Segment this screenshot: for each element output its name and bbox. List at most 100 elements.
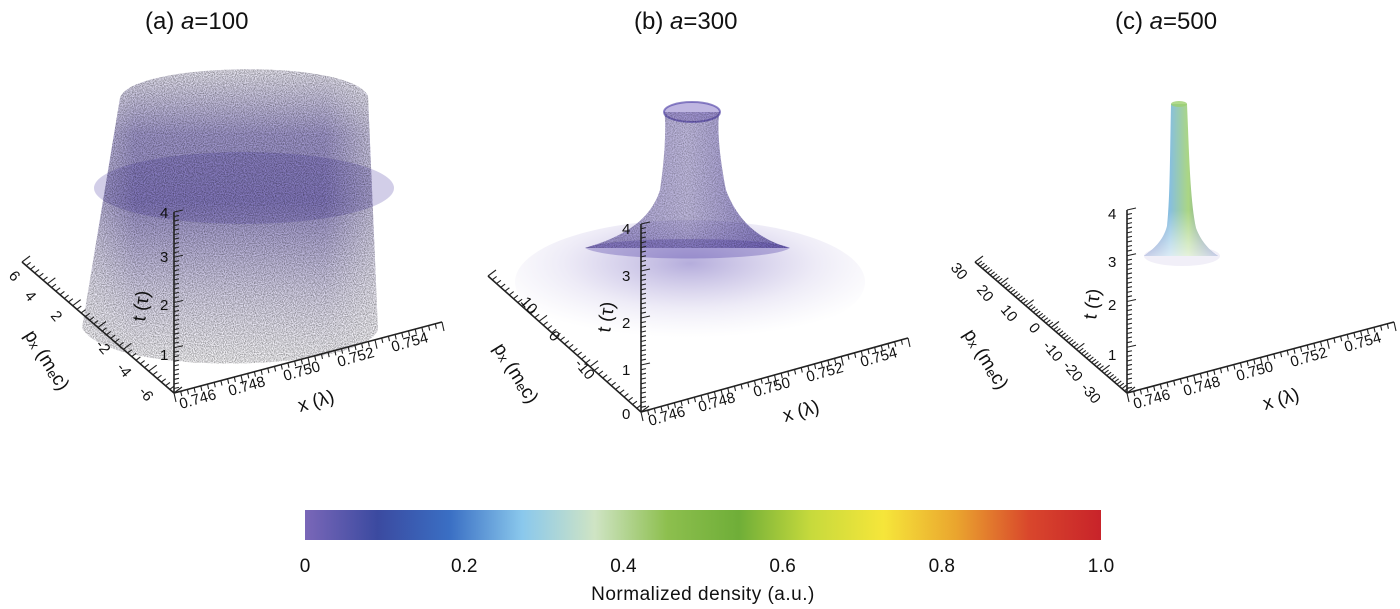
axis-tick <box>640 386 647 390</box>
axis-tick <box>640 349 647 352</box>
colorbar-gradient <box>305 510 1101 540</box>
axis-tick <box>1015 293 1021 298</box>
axis-tick <box>173 223 180 227</box>
axis-tick <box>640 339 647 343</box>
axis-tick <box>491 276 497 281</box>
axis-tick <box>347 346 350 352</box>
axis-tick <box>632 400 638 405</box>
axis-tick <box>1010 288 1016 294</box>
axis-tick <box>1076 342 1085 350</box>
p-axis-label-c: pₓ (mₑc) <box>959 326 1012 394</box>
axis-tick <box>880 345 883 351</box>
axis-tick <box>173 278 180 281</box>
axis-tick <box>1326 339 1330 349</box>
axis-tick <box>627 396 633 402</box>
axis-tick <box>441 321 445 332</box>
p-axis-label-a: pₓ (mₑc) <box>20 327 73 395</box>
axis-tick <box>101 327 107 332</box>
axis-tick <box>984 266 990 272</box>
axis-tick <box>334 350 337 356</box>
axis-tick <box>1126 276 1133 280</box>
axis-tick <box>555 332 561 337</box>
axis-tick <box>598 370 604 375</box>
axis-tick <box>1126 240 1133 243</box>
axis-tick <box>640 302 647 305</box>
axis-tick <box>800 367 803 373</box>
axis-tick <box>1007 286 1013 291</box>
axis-tick <box>193 387 196 393</box>
axis-tick <box>636 404 642 409</box>
axis-tick <box>1239 362 1243 368</box>
axis-tick <box>513 294 519 300</box>
axis-tick <box>610 381 616 386</box>
axis-tick <box>1126 309 1133 312</box>
axis-tick <box>1050 321 1060 328</box>
axis-tick <box>1340 336 1343 342</box>
axis-tick <box>173 377 180 380</box>
axis-tick <box>186 389 190 395</box>
axis-tick <box>640 325 647 328</box>
axis-tick <box>500 283 506 288</box>
axis-tick <box>85 312 91 318</box>
axis-tick <box>640 264 647 267</box>
axis-tick <box>1124 387 1130 392</box>
axis-tick <box>1226 366 1229 372</box>
axis-tick <box>1091 358 1097 363</box>
t-tick-labels-a: 1 2 3 4 <box>160 205 168 364</box>
t-tick-0-b: 0 <box>622 406 630 423</box>
axis-tick <box>640 344 647 347</box>
axis-tick <box>1101 364 1110 372</box>
t-tick-3-b: 3 <box>622 268 630 285</box>
axis-tick <box>21 255 31 263</box>
axis-tick <box>1259 357 1264 367</box>
density-cloud-c <box>1144 101 1220 266</box>
axis-tick <box>1333 337 1336 344</box>
axis-tick <box>585 359 591 364</box>
axis-tick <box>1353 332 1356 338</box>
axis-tick <box>180 391 183 397</box>
axis-tick <box>1126 207 1137 211</box>
axis-tick <box>240 375 244 385</box>
axis-tick <box>1126 222 1133 225</box>
p-tick-6-a: 6 <box>5 268 23 285</box>
axis-tick <box>414 328 417 335</box>
axis-tick <box>1106 371 1112 376</box>
axis-tick <box>854 352 857 358</box>
axis-tick <box>1126 368 1133 371</box>
axis-tick <box>1386 323 1389 329</box>
axis-tick <box>1186 376 1189 383</box>
axis-tick <box>1213 369 1216 375</box>
axis-tick <box>1060 332 1066 337</box>
axis-tick <box>42 276 48 281</box>
axis-tick <box>530 310 536 315</box>
axis-tick <box>640 231 647 234</box>
t-tick-4-a: 4 <box>160 205 168 222</box>
colorbar-tick-label: 0.8 <box>929 556 955 577</box>
axis-tick <box>340 348 344 354</box>
axis-tick <box>434 323 437 329</box>
axis-tick <box>1126 212 1133 216</box>
axis-tick <box>640 330 647 333</box>
p-tick-10-c: 10 <box>997 302 1021 326</box>
axis-tick <box>559 336 565 341</box>
t-tick-1-a: 1 <box>160 347 168 364</box>
axis-tick <box>834 358 837 364</box>
axis-tick <box>847 354 850 360</box>
x-tick-labels-c: 0.746 0.748 0.750 0.752 0.754 <box>1131 329 1383 413</box>
axis-tick <box>1126 359 1133 362</box>
axis-tick <box>55 287 61 292</box>
axis-tick <box>1193 375 1197 385</box>
axis-tick <box>551 328 557 334</box>
t-tick-3-c: 3 <box>1108 254 1116 271</box>
axis-tick <box>667 404 670 410</box>
axis-tick <box>1114 378 1120 383</box>
axis-tick <box>1126 263 1133 266</box>
panel-b-title: (b) a=300 <box>634 8 737 35</box>
p-tick-4-a: 4 <box>21 288 39 305</box>
axis-tick <box>606 378 612 383</box>
axis-tick <box>547 325 553 330</box>
p-tick-20-c: 20 <box>973 282 997 306</box>
axis-tick <box>381 337 384 344</box>
axis-tick <box>1017 295 1023 300</box>
axis-tick <box>827 360 830 366</box>
